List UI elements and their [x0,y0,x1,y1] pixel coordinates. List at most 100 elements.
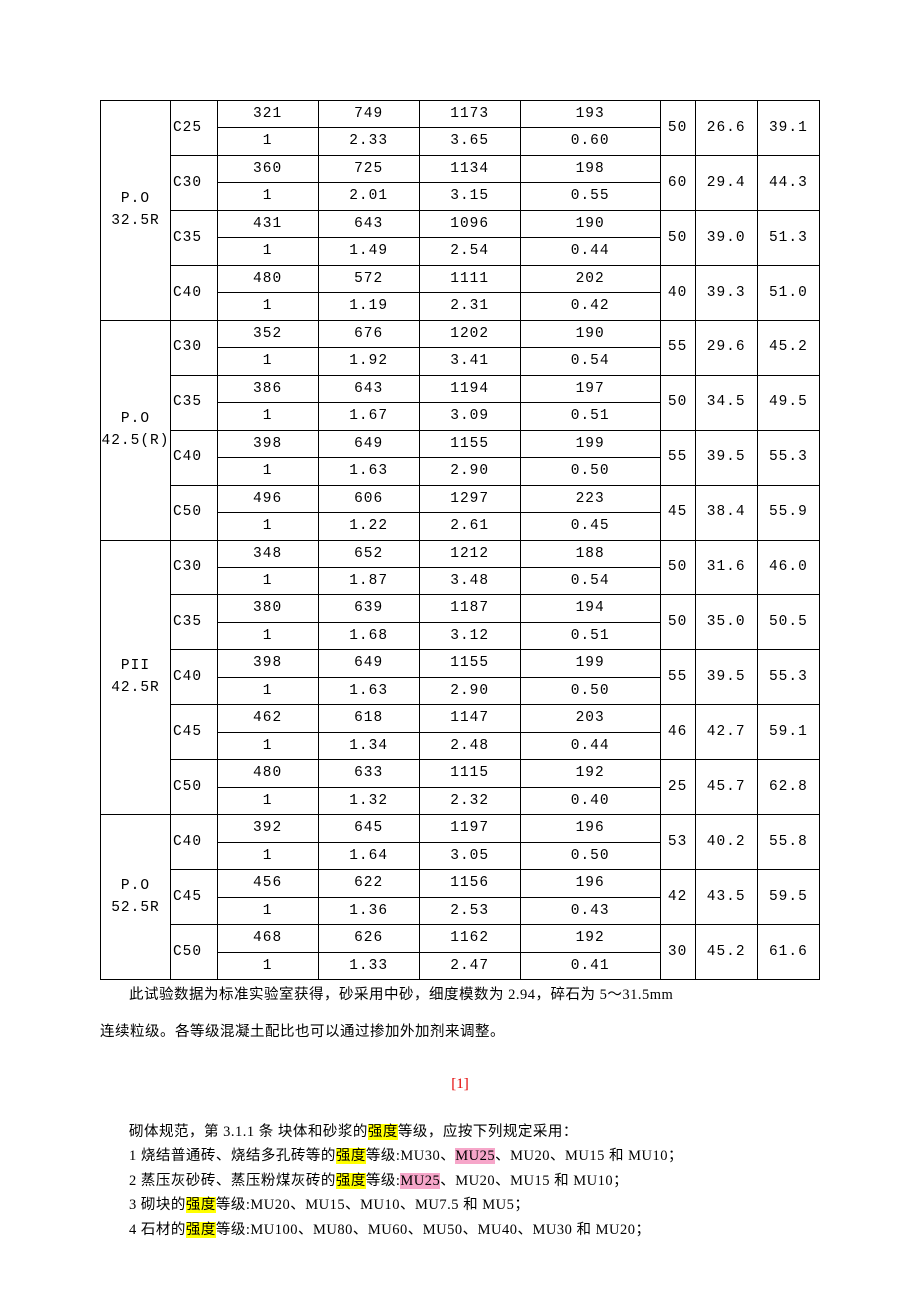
ratio-cell: 1 [217,128,318,155]
ratio-cell: 3.09 [419,403,520,430]
data-cell: 633 [318,760,419,787]
result-cell: 44.3 [757,155,819,210]
ratio-cell: 0.50 [520,458,660,485]
rule-4: 4 石材的强度等级:MU100、MU80、MU60、MU50、MU40、MU30… [100,1219,820,1241]
ratio-cell: 0.43 [520,897,660,924]
data-cell: 1187 [419,595,520,622]
data-cell: 652 [318,540,419,567]
result-cell: 51.3 [757,210,819,265]
data-cell: 360 [217,155,318,182]
ratio-cell: 0.44 [520,238,660,265]
cement-type-cell: PII42.5R [101,540,171,815]
grade-cell: C40 [170,650,217,705]
ratio-cell: 0.54 [520,348,660,375]
grade-cell: C35 [170,210,217,265]
result-cell: 40 [660,265,695,320]
ratio-cell: 1 [217,567,318,594]
result-cell: 42 [660,870,695,925]
data-cell: 198 [520,155,660,182]
hl-mu25: MU25 [455,1148,495,1164]
result-cell: 50 [660,101,695,156]
data-cell: 649 [318,430,419,457]
ratio-cell: 1.32 [318,787,419,814]
data-cell: 725 [318,155,419,182]
result-cell: 29.4 [695,155,757,210]
ratio-cell: 1.19 [318,293,419,320]
ratio-cell: 2.90 [419,458,520,485]
ratio-cell: 0.41 [520,952,660,979]
result-cell: 35.0 [695,595,757,650]
result-cell: 55.9 [757,485,819,540]
data-cell: 203 [520,705,660,732]
data-cell: 606 [318,485,419,512]
result-cell: 45.2 [757,320,819,375]
data-cell: 456 [217,870,318,897]
data-cell: 199 [520,650,660,677]
ratio-cell: 1.92 [318,348,419,375]
result-cell: 50.5 [757,595,819,650]
ratio-cell: 1.34 [318,732,419,759]
grade-cell: C25 [170,101,217,156]
result-cell: 60 [660,155,695,210]
data-cell: 392 [217,815,318,842]
masonry-rules: 砌体规范，第 3.1.1 条 块体和砂浆的强度等级，应按下列规定采用： 1 烧结… [100,1121,820,1241]
result-cell: 29.6 [695,320,757,375]
ratio-cell: 3.65 [419,128,520,155]
result-cell: 45.7 [695,760,757,815]
ratio-cell: 3.48 [419,567,520,594]
result-cell: 50 [660,595,695,650]
ratio-cell: 1 [217,183,318,210]
grade-cell: C40 [170,430,217,485]
data-cell: 639 [318,595,419,622]
data-cell: 626 [318,925,419,952]
data-cell: 496 [217,485,318,512]
result-cell: 62.8 [757,760,819,815]
data-cell: 196 [520,815,660,842]
ratio-cell: 0.44 [520,732,660,759]
result-cell: 42.7 [695,705,757,760]
cement-type-cell: P.O32.5R [101,101,171,321]
rule-1: 1 烧结普通砖、烧结多孔砖等的强度等级:MU30、MU25、MU20、MU15 … [100,1145,820,1167]
ratio-cell: 0.51 [520,403,660,430]
hl-strength: 强度 [186,1222,216,1238]
result-cell: 55 [660,650,695,705]
grade-cell: C45 [170,870,217,925]
result-cell: 26.6 [695,101,757,156]
data-cell: 572 [318,265,419,292]
note-line-1: 此试验数据为标准实验室获得，砂采用中砂，细度模数为 2.94，碎石为 5～31.… [100,984,820,1006]
grade-cell: C30 [170,320,217,375]
result-cell: 43.5 [695,870,757,925]
ratio-cell: 1 [217,348,318,375]
data-cell: 1111 [419,265,520,292]
mix-proportion-table: P.O32.5RC2532174911731935026.639.112.333… [100,100,820,980]
result-cell: 25 [660,760,695,815]
data-cell: 1212 [419,540,520,567]
hl-mu25: MU25 [400,1173,440,1189]
data-cell: 468 [217,925,318,952]
ratio-cell: 2.33 [318,128,419,155]
result-cell: 53 [660,815,695,870]
hl-strength: 强度 [336,1148,366,1164]
rule-3: 3 砌块的强度等级:MU20、MU15、MU10、MU7.5 和 MU5； [100,1194,820,1216]
ratio-cell: 1.63 [318,677,419,704]
result-cell: 55.8 [757,815,819,870]
data-cell: 380 [217,595,318,622]
ratio-cell: 3.12 [419,622,520,649]
ratio-cell: 2.53 [419,897,520,924]
ratio-cell: 0.50 [520,842,660,869]
data-cell: 1197 [419,815,520,842]
ratio-cell: 0.40 [520,787,660,814]
data-cell: 649 [318,650,419,677]
result-cell: 46 [660,705,695,760]
ratio-cell: 1 [217,787,318,814]
ratio-cell: 3.41 [419,348,520,375]
result-cell: 55.3 [757,650,819,705]
data-cell: 643 [318,375,419,402]
rule-intro: 砌体规范，第 3.1.1 条 块体和砂浆的强度等级，应按下列规定采用： [100,1121,820,1143]
result-cell: 45 [660,485,695,540]
ratio-cell: 1.36 [318,897,419,924]
ratio-cell: 1 [217,513,318,540]
grade-cell: C30 [170,540,217,595]
result-cell: 61.6 [757,925,819,980]
result-cell: 50 [660,210,695,265]
